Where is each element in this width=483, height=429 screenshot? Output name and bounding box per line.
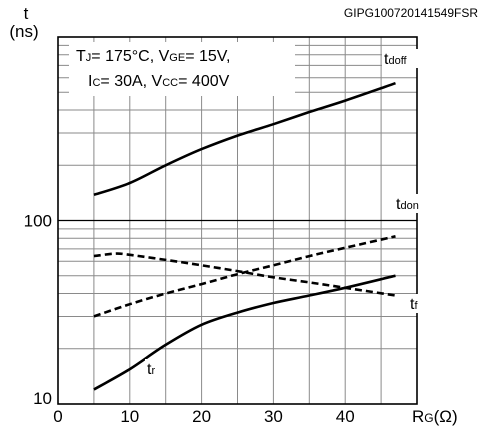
series-label-sub: r xyxy=(151,365,155,377)
series-label-tdon: tdon xyxy=(396,196,419,213)
series-label-sub: don xyxy=(400,200,418,212)
conditions-line: TJ= 175°C, VGE= 15V, xyxy=(76,48,230,65)
x-axis-label: RG(Ω) xyxy=(412,407,458,426)
series-label-tdoff: tdoff xyxy=(384,51,408,68)
conditions-subscript: J xyxy=(86,52,92,64)
series-label-sub: f xyxy=(414,300,418,312)
conditions-text: = 15V, xyxy=(185,48,230,65)
figure-id: GIPG100720141549FSR xyxy=(344,6,478,20)
conditions-subscript: CC xyxy=(162,77,178,89)
conditions-line: IC= 30A, VCC= 400V xyxy=(88,73,230,90)
conditions-text: I xyxy=(88,73,92,90)
conditions-subscript: GE xyxy=(169,52,185,64)
x-axis-label-main: R xyxy=(412,407,424,426)
plot-frame xyxy=(57,36,418,405)
series-label-main: t xyxy=(410,296,415,313)
conditions-text: = 30A, V xyxy=(100,73,162,90)
x-tick-label: 10 xyxy=(120,407,139,426)
conditions-subscript: C xyxy=(92,77,100,89)
series-line-tr xyxy=(93,274,396,391)
series-label-sub: doff xyxy=(388,55,407,67)
series-label-tr: tr xyxy=(147,361,155,378)
series-label-bg xyxy=(394,194,423,213)
series-label-tf: tf xyxy=(410,296,418,313)
series-line-tf xyxy=(93,252,396,297)
y-axis-symbol: t xyxy=(24,4,29,23)
conditions-text: T xyxy=(76,48,86,65)
y-tick-label: 10 xyxy=(33,389,52,408)
series-label-main: t xyxy=(384,51,389,68)
conditions-box xyxy=(69,42,295,96)
x-tick-label: 40 xyxy=(336,407,355,426)
x-tick-label: 0 xyxy=(53,407,62,426)
series-label-bg xyxy=(408,294,423,313)
conditions-text: = 400V xyxy=(178,73,229,90)
x-axis-label-sub: G xyxy=(424,411,433,425)
x-tick-label: 30 xyxy=(264,407,283,426)
conditions-text: = 175°C, V xyxy=(91,48,169,65)
series-label-main: t xyxy=(147,361,152,378)
series-label-bg xyxy=(145,359,160,378)
x-axis-label-unit: (Ω) xyxy=(434,407,458,426)
series-curves xyxy=(93,81,396,391)
y-tick-label: 100 xyxy=(24,212,52,231)
series-line-tdoff xyxy=(93,81,396,197)
series-label-main: t xyxy=(396,196,401,213)
series-label-bg xyxy=(382,49,418,68)
series-line-tdon xyxy=(93,235,396,318)
y-axis-unit: (ns) xyxy=(9,22,38,41)
x-tick-label: 20 xyxy=(192,407,211,426)
